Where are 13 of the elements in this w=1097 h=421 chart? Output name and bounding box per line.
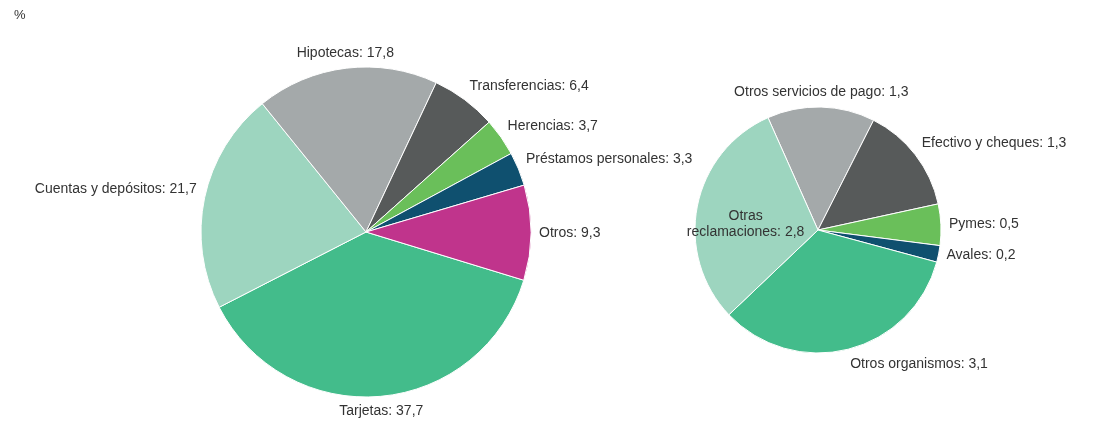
slice-label: Otros organismos: 3,1 <box>850 354 989 371</box>
slice-label: Otros servicios de pago: 1,3 <box>734 83 909 100</box>
slice-label: Cuentas y depósitos: 21,7 <box>34 180 197 197</box>
slice-label: Avales: 0,2 <box>946 246 1016 263</box>
slice-label: Préstamos personales: 3,3 <box>525 149 693 166</box>
slice-label: Herencias: 3,7 <box>507 116 599 133</box>
slice-label: Efectivo y cheques: 1,3 <box>921 133 1067 150</box>
slice-label: Tarjetas: 37,7 <box>339 402 424 419</box>
chart-title: % <box>14 7 26 22</box>
slice-label: Hipotecas: 17,8 <box>296 44 395 61</box>
slice-label: Transferencias: 6,4 <box>469 77 589 94</box>
slice-label: Pymes: 0,5 <box>948 215 1020 232</box>
slice-label: Otros: 9,3 <box>539 223 601 240</box>
